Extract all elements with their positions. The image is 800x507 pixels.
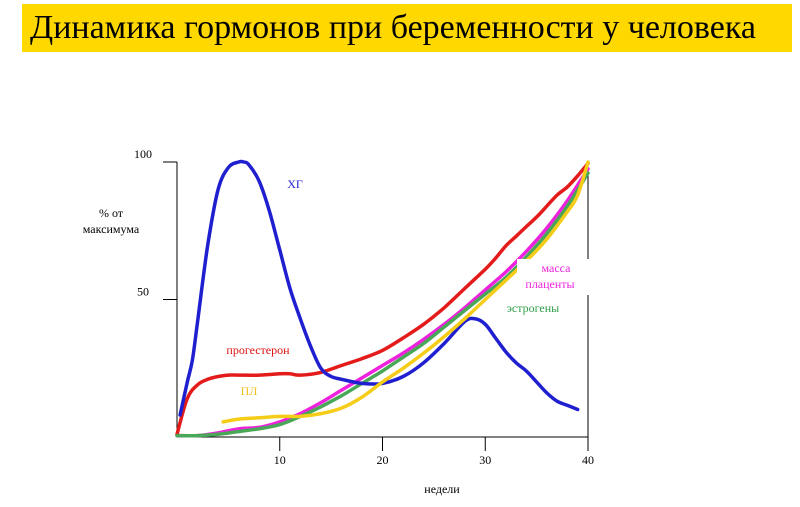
label-placenta: масса плаценты: [525, 261, 574, 291]
x-tick-label: 10: [274, 453, 286, 467]
label-progesterone: прогестерон: [226, 343, 290, 357]
label-estrogens: эстрогены: [507, 301, 559, 315]
page-title: Динамика гормонов при беременности у чел…: [30, 9, 756, 46]
chart-lines: [175, 159, 590, 438]
series-line-0: [178, 159, 580, 417]
x-tick-label: 30: [479, 453, 491, 467]
label-placenta-box: [517, 259, 589, 295]
x-axis-label: недели: [424, 482, 460, 496]
series-line-2: [175, 167, 590, 438]
chart-axes: 10 20 30 40 50 100 недели % от максимума: [83, 147, 594, 496]
label-pl: ПЛ: [241, 384, 258, 398]
label-hcg: ХГ: [287, 177, 303, 191]
y-tick-label: 100: [134, 147, 152, 161]
series-line-1: [175, 161, 590, 437]
x-tick-label: 20: [377, 453, 389, 467]
chart-labels: ХГ прогестерон ПЛ эстрогены масса плаценты: [226, 177, 589, 398]
y-tick-label: 50: [137, 285, 149, 299]
title-bar: Динамика гормонов при беременности у чел…: [22, 4, 792, 52]
series-line-4: [221, 160, 590, 424]
x-tick-label: 40: [582, 453, 594, 467]
y-axis-label: % от максимума: [83, 206, 140, 236]
